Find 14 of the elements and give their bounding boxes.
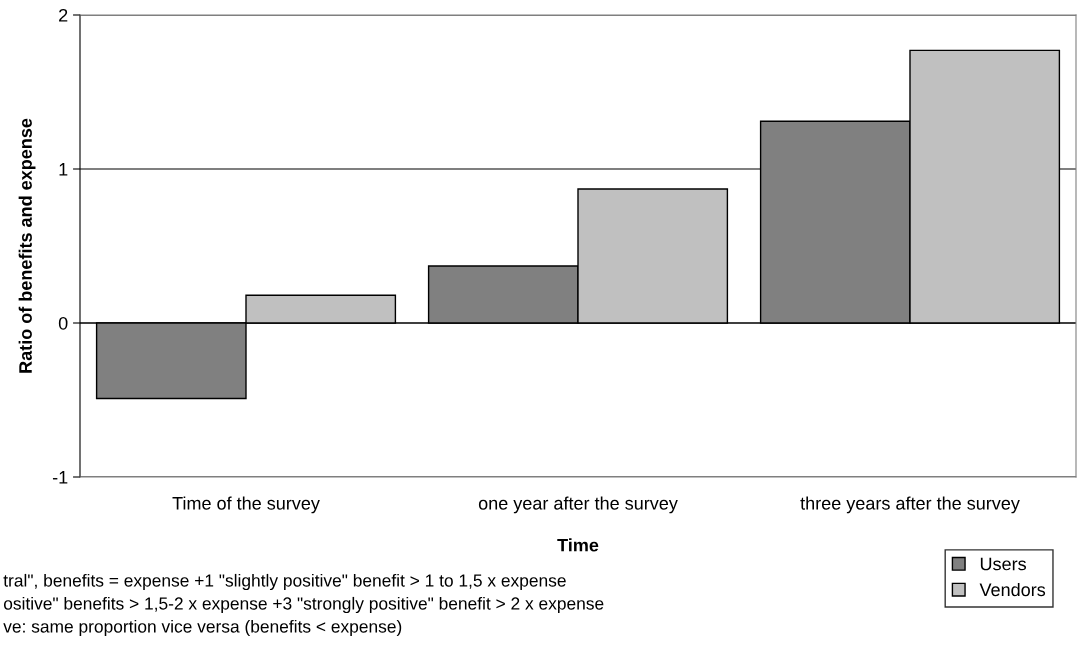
text: ositive" benefits > 1,5-2 x expense +3 "strongly positive" benefit > 2 x expense bbox=[3, 596, 604, 614]
y-tick-label: 1 bbox=[59, 163, 68, 176]
x-tick-label: Time of the survey bbox=[172, 496, 320, 514]
legend-label: Users bbox=[980, 557, 1026, 571]
y-axis-title: Ratio of benefits and expense bbox=[18, 118, 36, 373]
y-tick-label: 2 bbox=[59, 8, 68, 22]
x-axis-title: Time bbox=[557, 538, 599, 552]
y-tick-label: -1 bbox=[52, 471, 68, 484]
text: ve: same proportion vice versa (benefits < expense) bbox=[3, 619, 402, 637]
x-tick-label: one year after the survey bbox=[478, 496, 678, 514]
y-tick-label: 0 bbox=[58, 316, 68, 330]
x-tick-label: three years after the survey bbox=[800, 496, 1020, 514]
text: tral", benefits = expense +1 "slightly positive" benefit > 1 to 1,5 x expense bbox=[3, 573, 566, 591]
legend-label: Vendors bbox=[979, 582, 1046, 597]
